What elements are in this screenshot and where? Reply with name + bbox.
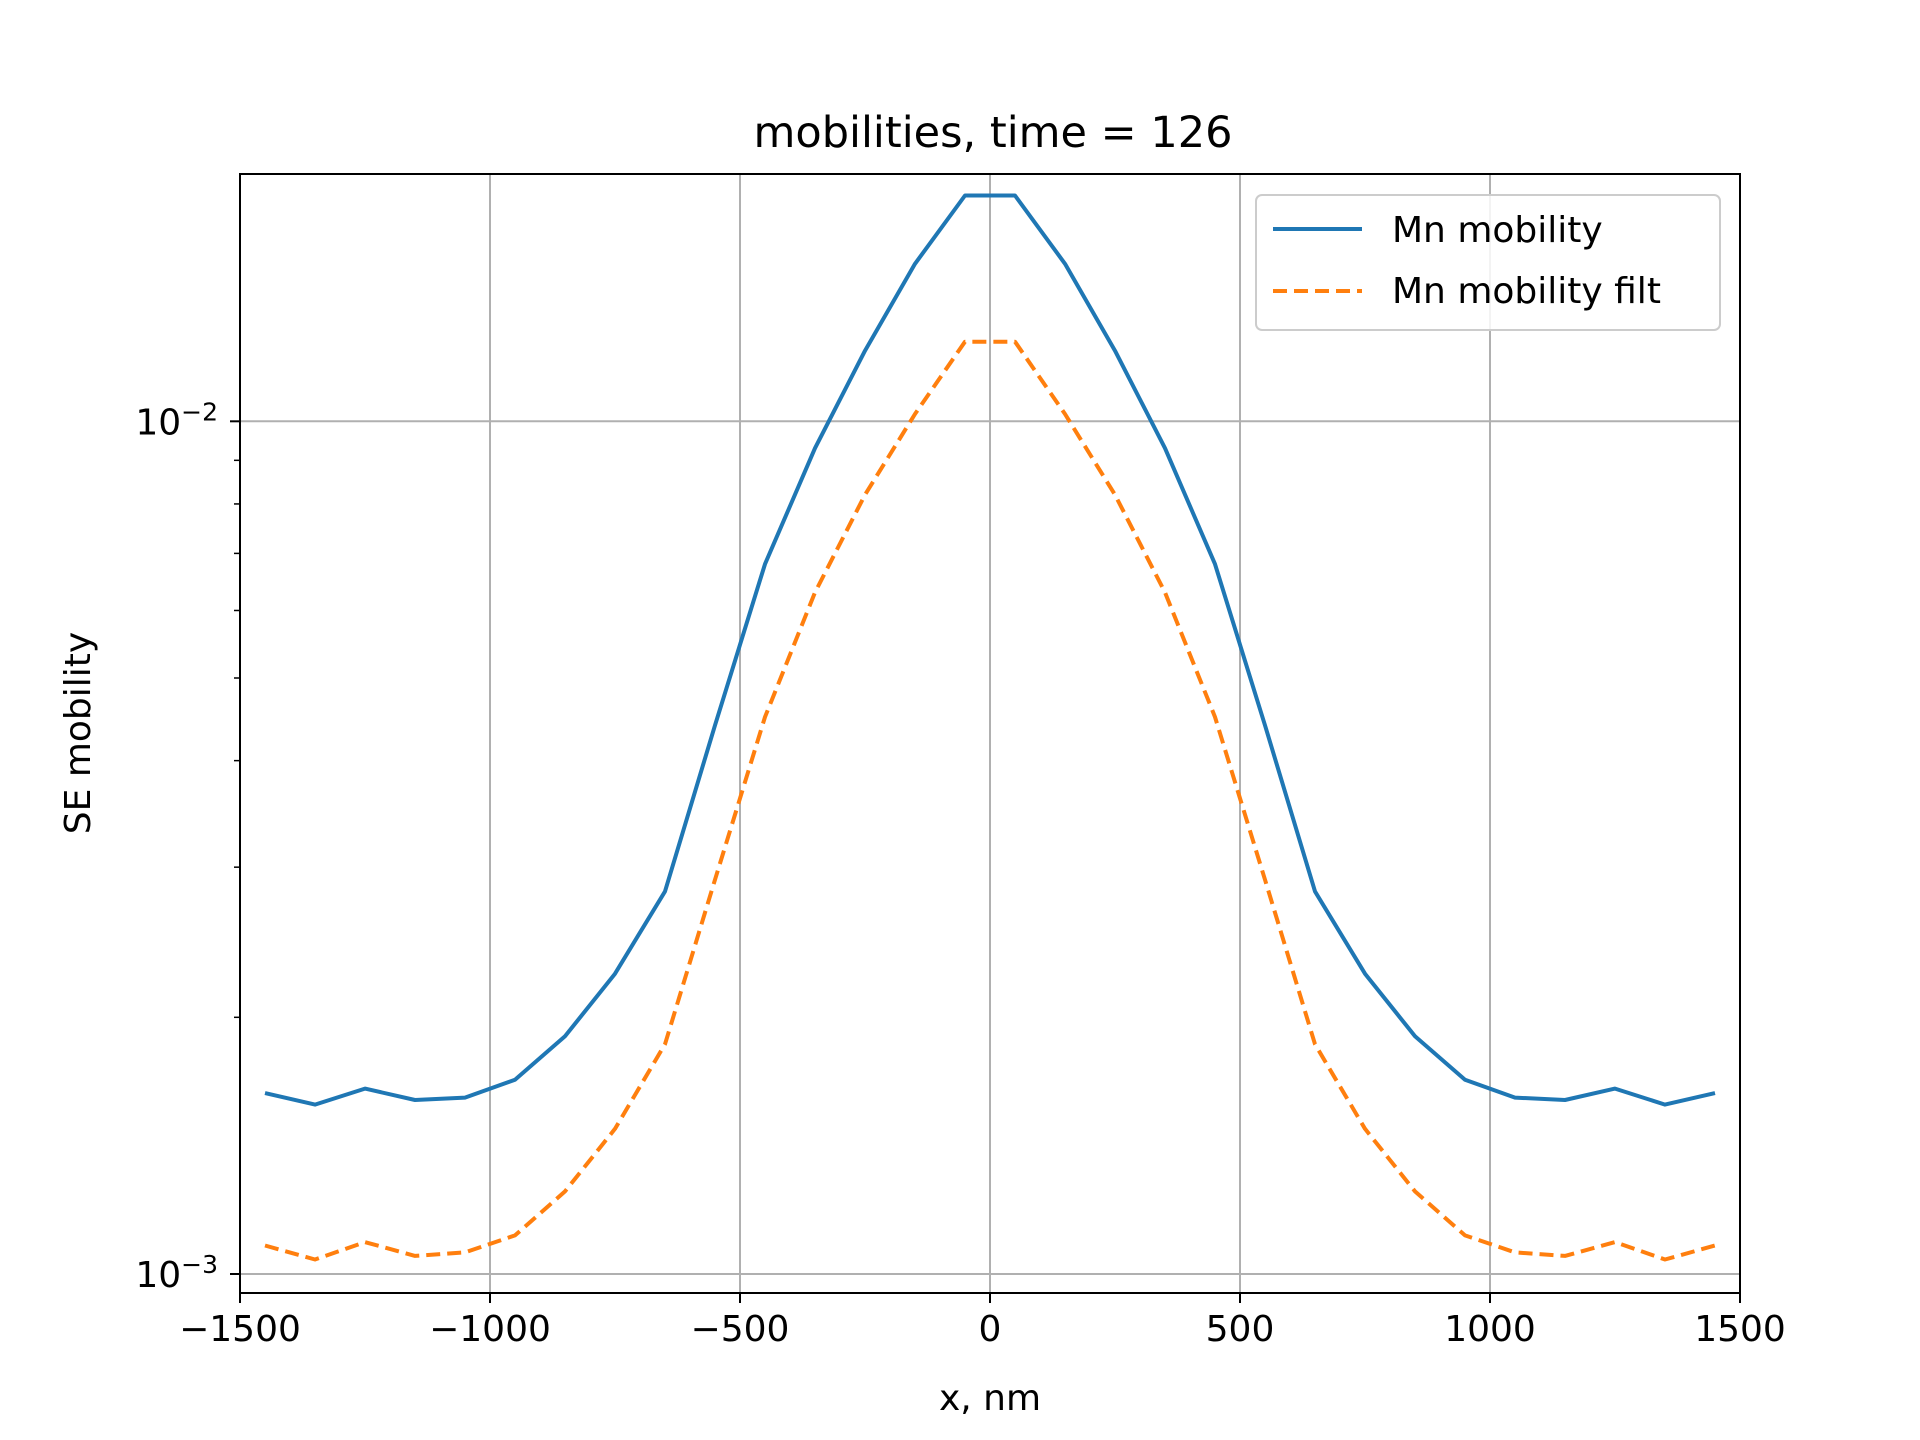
x-tick-label: −1500 (179, 1309, 301, 1350)
legend-box (1255, 194, 1721, 331)
x-tick-label: 1000 (1444, 1309, 1536, 1350)
x-tick-label: −500 (691, 1309, 790, 1350)
legend-label-mn-mobility: Mn mobility (1392, 210, 1603, 251)
y-tick-label: 10−3 (135, 1250, 218, 1296)
chart-title: mobilities, time = 126 (754, 108, 1233, 158)
y-axis-label: SE mobility (58, 632, 99, 834)
series-layer (264, 193, 1716, 1262)
x-tick-label: 500 (1206, 1309, 1275, 1350)
y-tick-label: 10−2 (135, 397, 218, 443)
x-tick-label: 1500 (1694, 1309, 1786, 1350)
x-tick-label: 0 (979, 1309, 1002, 1350)
x-axis-label: x, nm (939, 1378, 1041, 1419)
y-axis: 10−3 10−2 (135, 397, 240, 1296)
legend: Mn mobility Mn mobility filt (1255, 194, 1721, 331)
legend-label-mn-mobility-filt: Mn mobility filt (1392, 271, 1661, 312)
x-axis: −1500 −1000 −500 0 500 1000 1500 (179, 1293, 1786, 1350)
x-tick-label: −1000 (429, 1309, 551, 1350)
series-line-mn-mobility (264, 193, 1716, 1107)
